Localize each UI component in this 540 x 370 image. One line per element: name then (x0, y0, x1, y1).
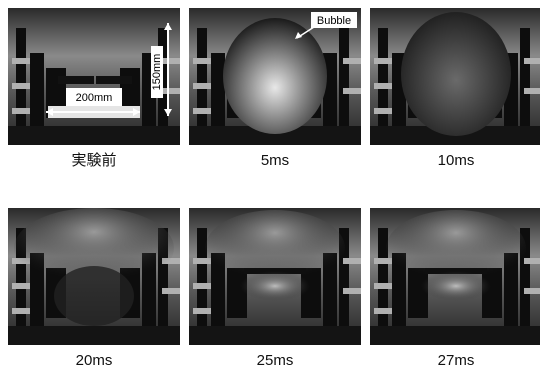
bubble (54, 266, 134, 326)
structure (524, 288, 540, 294)
structure (524, 88, 540, 94)
structure (374, 108, 392, 114)
base (370, 326, 540, 345)
base (189, 326, 361, 345)
structure (343, 288, 361, 294)
photo-panel (189, 208, 361, 345)
bubble (401, 12, 511, 136)
bubble (223, 18, 327, 134)
figure: 実験前 5ms 10ms 20ms 25ms 27ms 200mm 150mm Bubble (0, 0, 540, 370)
width-label: 200mm (76, 92, 113, 104)
photo-panel (8, 208, 180, 345)
structure (193, 83, 211, 89)
photo-panel (370, 208, 540, 345)
electrode (96, 76, 132, 84)
height-label: 150mm (151, 54, 163, 91)
structure (524, 58, 540, 64)
electrode (58, 76, 94, 84)
structure (343, 88, 361, 94)
base (8, 126, 180, 145)
structure (30, 53, 44, 133)
structure (12, 58, 30, 64)
structure (162, 288, 180, 294)
structure (374, 308, 392, 314)
caption: 27ms (438, 352, 475, 369)
structure (12, 283, 30, 289)
caption: 5ms (261, 152, 289, 169)
structure (211, 53, 225, 133)
glow (240, 271, 310, 301)
structure (343, 258, 361, 264)
caption: 25ms (257, 352, 294, 369)
structure (162, 88, 180, 94)
structure (193, 308, 211, 314)
structure (12, 308, 30, 314)
structure (162, 58, 180, 64)
base (8, 326, 180, 345)
photo-panel (189, 8, 361, 145)
structure (520, 28, 530, 138)
structure (374, 83, 392, 89)
caption: 10ms (438, 152, 475, 169)
structure (374, 283, 392, 289)
panel-grid: 実験前 5ms 10ms 20ms 25ms 27ms 200mm 150mm Bubble (8, 8, 540, 369)
structure (343, 58, 361, 64)
photo-panel (370, 8, 540, 145)
structure (193, 58, 211, 64)
caption: 実験前 (71, 152, 116, 169)
structure (374, 58, 392, 64)
structure (339, 28, 349, 138)
glow (421, 271, 491, 301)
caption: 20ms (76, 352, 113, 369)
structure (524, 258, 540, 264)
bubble-label: Bubble (317, 15, 351, 27)
structure (12, 83, 30, 89)
structure (193, 283, 211, 289)
structure (193, 108, 211, 114)
structure (12, 108, 30, 114)
